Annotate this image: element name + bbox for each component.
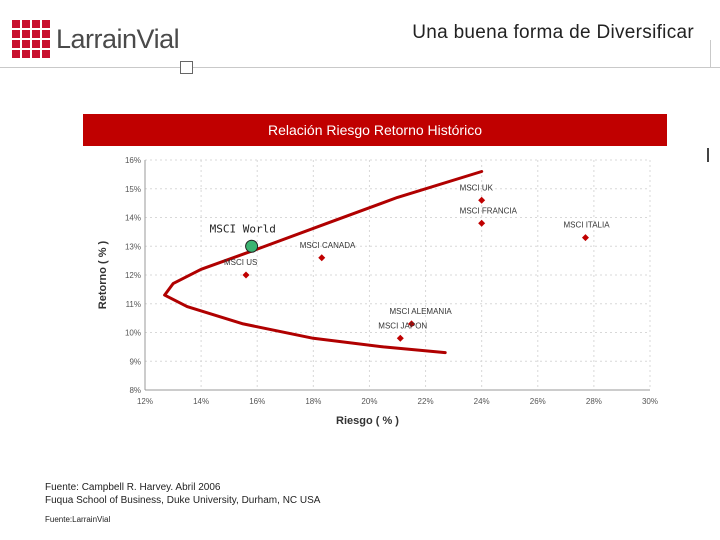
data-point-label: MSCI ALEMANIA <box>390 307 453 316</box>
data-point-label: MSCI US <box>224 258 257 267</box>
data-point-label: MSCI FRANCIA <box>460 206 518 215</box>
data-point-label: MSCI JAPON <box>378 321 427 330</box>
data-point-marker <box>318 254 326 262</box>
chart-banner: Relación Riesgo Retorno Histórico <box>83 114 667 146</box>
x-tick-label: 26% <box>530 397 546 406</box>
x-tick-label: 18% <box>305 397 321 406</box>
data-point-marker <box>478 219 486 227</box>
x-tick-label: 30% <box>642 397 658 406</box>
data-point-label: MSCI CANADA <box>300 241 356 250</box>
y-tick-label: 8% <box>129 386 141 395</box>
x-tick-label: 12% <box>137 397 153 406</box>
divider-square-icon <box>180 61 193 74</box>
y-tick-label: 12% <box>125 271 141 280</box>
larrainvial-logo: LarrainVial <box>12 20 180 64</box>
msci-world-label: MSCI World <box>210 222 276 235</box>
x-axis-label: Riesgo ( % ) <box>336 415 399 427</box>
y-tick-label: 16% <box>125 156 141 165</box>
y-tick-label: 15% <box>125 185 141 194</box>
msci-world-marker <box>245 239 259 253</box>
y-tick-label: 11% <box>126 300 141 309</box>
footer-source-1: Fuente: Campbell R. Harvey. Abril 2006 <box>45 482 221 493</box>
y-tick-label: 10% <box>125 329 141 338</box>
y-axis-label: Retorno ( % ) <box>97 240 109 309</box>
y-tick-label: 13% <box>125 242 141 251</box>
data-point-marker <box>478 196 486 204</box>
x-tick-label: 28% <box>586 397 602 406</box>
vertical-divider <box>710 40 711 68</box>
data-point-marker <box>581 234 589 242</box>
x-tick-label: 16% <box>249 397 265 406</box>
page-title: Una buena forma de Diversificar <box>412 22 694 43</box>
x-tick-label: 14% <box>193 397 209 406</box>
logo-mark-icon <box>12 20 50 58</box>
vertical-divider-tick <box>707 148 709 162</box>
x-tick-label: 24% <box>474 397 490 406</box>
data-point-marker <box>408 320 416 328</box>
header-divider <box>0 67 720 68</box>
chart-banner-title: Relación Riesgo Retorno Histórico <box>268 122 482 138</box>
data-point-marker <box>396 334 404 342</box>
efficient-frontier-curve <box>163 170 484 355</box>
footer-source-3: Fuente:LarrainVial <box>45 515 111 524</box>
logo-text: LarrainVial <box>56 24 180 54</box>
y-tick-label: 9% <box>129 357 141 366</box>
x-tick-label: 22% <box>418 397 434 406</box>
y-tick-label: 14% <box>125 214 141 223</box>
footer-source-2: Fuqua School of Business, Duke Universit… <box>45 495 321 506</box>
data-point-label: MSCI UK <box>460 183 494 192</box>
data-point-label: MSCI ITALIA <box>563 221 610 230</box>
risk-return-chart: 8% 9% 10% 11% 12% 13% 14% 15% 16% 12% 14% 16% 18% 20%… <box>97 156 658 427</box>
data-point-marker <box>242 271 250 279</box>
x-tick-label: 20% <box>361 397 377 406</box>
